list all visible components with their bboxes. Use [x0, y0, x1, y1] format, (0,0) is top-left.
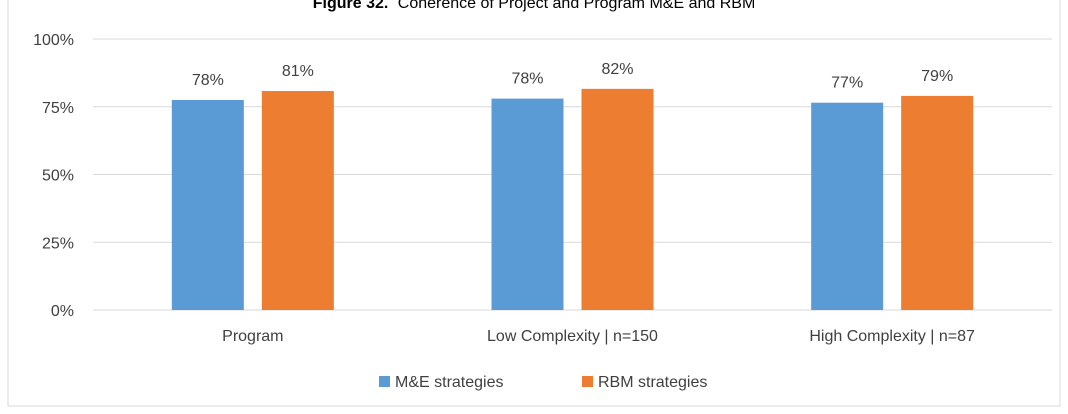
legend-label: RBM strategies [598, 374, 707, 391]
data-label: 81% [282, 63, 314, 80]
data-label: 78% [192, 72, 224, 89]
bar [171, 99, 244, 310]
y-tick-label: 75% [42, 100, 74, 117]
y-tick-label: 50% [42, 168, 74, 185]
x-tick-label: Low Complexity | n=150 [487, 328, 658, 345]
y-tick-label: 0% [51, 303, 74, 320]
gridlines [93, 38, 1052, 311]
bar [261, 91, 334, 310]
data-label: 82% [601, 61, 633, 78]
chart-title-bold: Figure 32. [313, 0, 389, 12]
bar [901, 95, 974, 310]
legend-label: M&E strategies [395, 374, 503, 391]
data-label: 78% [511, 71, 543, 88]
chart-title: Figure 32. Coherence of Project and Prog… [313, 0, 756, 12]
data-label: 79% [921, 68, 953, 85]
bars [171, 88, 974, 311]
y-tick-label: 100% [33, 32, 74, 49]
x-tick-label: Program [222, 328, 283, 345]
legend-swatch [582, 376, 593, 387]
x-axis-tick-labels: Program Low Complexity | n=150 High Comple… [222, 328, 975, 345]
bar [581, 88, 654, 310]
data-label: 77% [831, 75, 863, 92]
x-tick-label: High Complexity | n=87 [809, 328, 975, 345]
y-axis-tick-labels: 0% 25% 50% 75% 100% [33, 32, 74, 320]
y-tick-label: 25% [42, 235, 74, 252]
bar [491, 98, 564, 311]
legend-swatch [379, 376, 390, 387]
legend: M&E strategies RBM strategies [379, 374, 707, 391]
bar [811, 102, 884, 310]
data-labels: 78% 81% 78% 82% 77% 79% [192, 61, 953, 92]
chart-title-rest: Coherence of Project and Program M&E and… [398, 0, 756, 12]
